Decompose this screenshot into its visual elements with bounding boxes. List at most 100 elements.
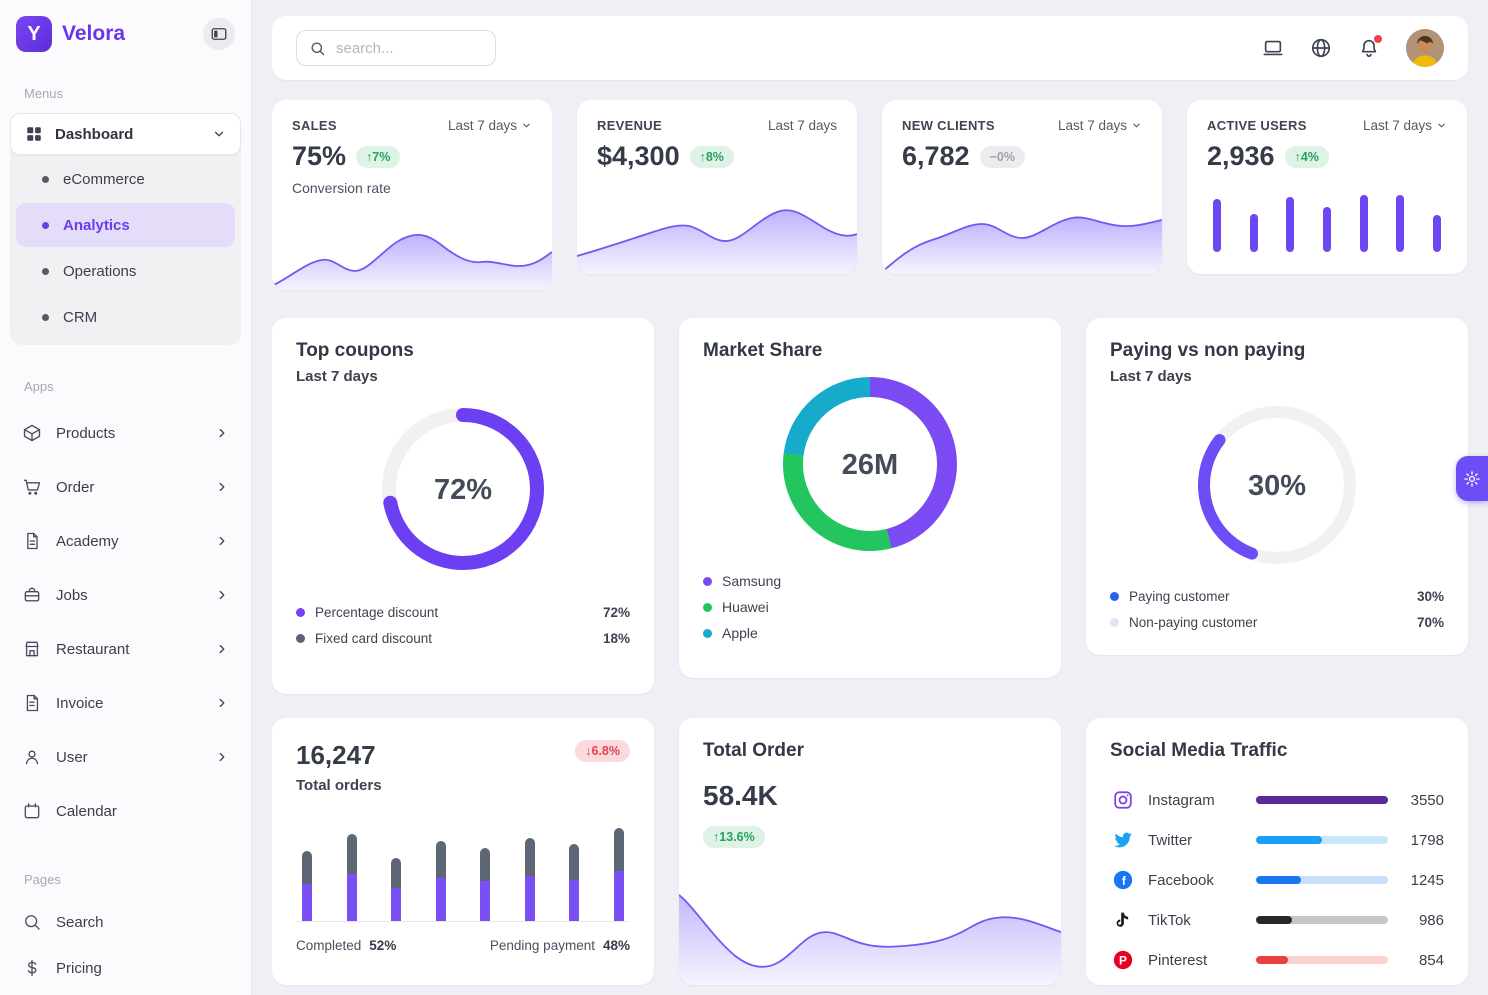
sidebar-item-ecommerce[interactable]: eCommerce bbox=[16, 157, 235, 201]
chevron-down-icon bbox=[212, 127, 226, 141]
delta-badge: ↓6.8% bbox=[575, 740, 630, 762]
social-value: 1798 bbox=[1410, 831, 1444, 849]
period-dropdown[interactable]: Last 7 days bbox=[1058, 118, 1142, 133]
sub-item-label: CRM bbox=[63, 308, 98, 326]
stacked-bar bbox=[391, 858, 402, 921]
sidebar-item-user[interactable]: User bbox=[0, 730, 251, 784]
sidebar-item-faqs[interactable]: FAQs bbox=[0, 991, 251, 995]
sidebar-item-invoice[interactable]: Invoice bbox=[0, 676, 251, 730]
gear-icon bbox=[1463, 470, 1481, 488]
sidebar-collapse-button[interactable] bbox=[203, 18, 235, 50]
completed-value: 52% bbox=[369, 938, 397, 953]
orders-stacked-bar-chart bbox=[296, 822, 630, 922]
notifications-button[interactable] bbox=[1358, 35, 1382, 59]
sidebar-item-calendar[interactable]: Calendar bbox=[0, 784, 251, 838]
social-row-twitter: Twitter 1798 bbox=[1110, 820, 1444, 860]
panel-period: Last 7 days bbox=[296, 368, 378, 385]
page-item-label: Pricing bbox=[56, 959, 102, 977]
new-clients-area-chart bbox=[882, 216, 1162, 274]
orders-legend: Completed 52% Pending payment 48% bbox=[296, 938, 630, 953]
bar bbox=[1359, 195, 1368, 252]
laptop-icon bbox=[1262, 37, 1284, 59]
social-value: 986 bbox=[1418, 911, 1444, 929]
legend-value: 18% bbox=[602, 630, 630, 646]
sidebar-item-products[interactable]: Products bbox=[0, 406, 251, 460]
menus-section-label: Menus bbox=[24, 86, 64, 101]
sidebar-item-order[interactable]: Order bbox=[0, 460, 251, 514]
settings-fab[interactable] bbox=[1456, 456, 1488, 501]
pages-section-label: Pages bbox=[24, 872, 61, 887]
donut-center-value: 30% bbox=[1248, 470, 1306, 502]
dollar-icon bbox=[22, 958, 42, 978]
app-item-label: Restaurant bbox=[56, 640, 130, 658]
dashboard-menu-group: Dashboard eCommerce Analytics Operations… bbox=[10, 113, 241, 345]
language-button[interactable] bbox=[1310, 37, 1332, 59]
orders-value: 16,247 bbox=[296, 740, 376, 770]
legend-label: Percentage discount bbox=[315, 604, 439, 620]
sidebar-item-jobs[interactable]: Jobs bbox=[0, 568, 251, 622]
legend-dot bbox=[703, 628, 712, 638]
bullet-dot bbox=[42, 221, 49, 229]
sidebar-item-restaurant[interactable]: Restaurant bbox=[0, 622, 251, 676]
legend-label: Huawei bbox=[722, 599, 769, 615]
avatar[interactable] bbox=[1406, 29, 1444, 67]
sidebar-item-analytics[interactable]: Analytics bbox=[16, 203, 235, 247]
legend-row: Paying customer 30% bbox=[1110, 583, 1444, 609]
completed-label: Completed bbox=[296, 938, 362, 953]
social-bar bbox=[1256, 956, 1388, 964]
social-bar bbox=[1256, 876, 1388, 884]
facebook-icon: f bbox=[1110, 869, 1136, 891]
display-button[interactable] bbox=[1262, 37, 1284, 59]
calendar-icon bbox=[22, 801, 42, 821]
legend-row: Percentage discount 72% bbox=[296, 599, 630, 625]
total-order-area-chart bbox=[679, 894, 1061, 985]
stat-subtitle: Conversion rate bbox=[292, 180, 391, 196]
cart-icon bbox=[22, 477, 42, 497]
total-order-card: Total Order 58.4K ↑13.6% bbox=[679, 718, 1061, 985]
active-users-bar-chart bbox=[1213, 190, 1441, 252]
search-input[interactable] bbox=[336, 39, 466, 57]
sub-item-label: Analytics bbox=[63, 216, 130, 234]
stat-card-sales: SALES Last 7 days 75% ↑7% Conversion rat… bbox=[272, 100, 552, 290]
legend-dot bbox=[703, 602, 712, 612]
legend-label: Apple bbox=[722, 625, 758, 641]
bullet-dot bbox=[42, 175, 49, 183]
period-dropdown[interactable]: Last 7 days bbox=[1363, 118, 1447, 133]
stacked-bar bbox=[480, 848, 491, 921]
paying-donut-chart: 30% bbox=[1198, 406, 1356, 564]
velora-logo-icon: Y bbox=[16, 16, 52, 52]
instagram-icon bbox=[1110, 789, 1136, 811]
sidebar-item-dashboard[interactable]: Dashboard bbox=[10, 113, 241, 155]
social-name: Twitter bbox=[1148, 831, 1193, 849]
main-content: SALES Last 7 days 75% ↑7% Conversion rat… bbox=[252, 0, 1488, 995]
chevron-right-icon bbox=[215, 534, 229, 548]
social-value: 854 bbox=[1418, 951, 1444, 969]
bar bbox=[1249, 214, 1258, 252]
delta-badge: −0% bbox=[979, 145, 1025, 168]
delta-badge: ↑4% bbox=[1284, 145, 1329, 168]
social-row-facebook: f Facebook 1245 bbox=[1110, 860, 1444, 900]
sidebar-item-pricing[interactable]: Pricing bbox=[0, 945, 251, 991]
legend-dot bbox=[1110, 591, 1119, 601]
market-share-card: Market Share 26M Samsung Huawei Apple bbox=[679, 318, 1061, 678]
social-name: Facebook bbox=[1148, 871, 1214, 889]
sidebar-header: Y Velora bbox=[0, 16, 251, 52]
legend-dot bbox=[1110, 617, 1119, 627]
sidebar-item-search[interactable]: Search bbox=[0, 899, 251, 945]
svg-text:f: f bbox=[1122, 874, 1126, 888]
revenue-area-chart bbox=[577, 209, 857, 274]
legend-label: Paying customer bbox=[1129, 588, 1230, 604]
stacked-bar bbox=[302, 851, 312, 921]
sub-item-label: eCommerce bbox=[63, 170, 145, 188]
social-bar bbox=[1256, 796, 1388, 804]
sidebar-item-crm[interactable]: CRM bbox=[16, 295, 235, 339]
user-icon bbox=[22, 747, 42, 767]
invoice-icon bbox=[22, 693, 42, 713]
bullet-dot bbox=[42, 313, 49, 321]
stat-card-active-users: ACTIVE USERS Last 7 days 2,936 ↑4% bbox=[1187, 100, 1467, 274]
sidebar-item-operations[interactable]: Operations bbox=[16, 249, 235, 293]
orders-label: Total orders bbox=[296, 777, 382, 794]
social-name: TikTok bbox=[1148, 911, 1191, 929]
sidebar-item-academy[interactable]: Academy bbox=[0, 514, 251, 568]
period-dropdown[interactable]: Last 7 days bbox=[448, 118, 532, 133]
